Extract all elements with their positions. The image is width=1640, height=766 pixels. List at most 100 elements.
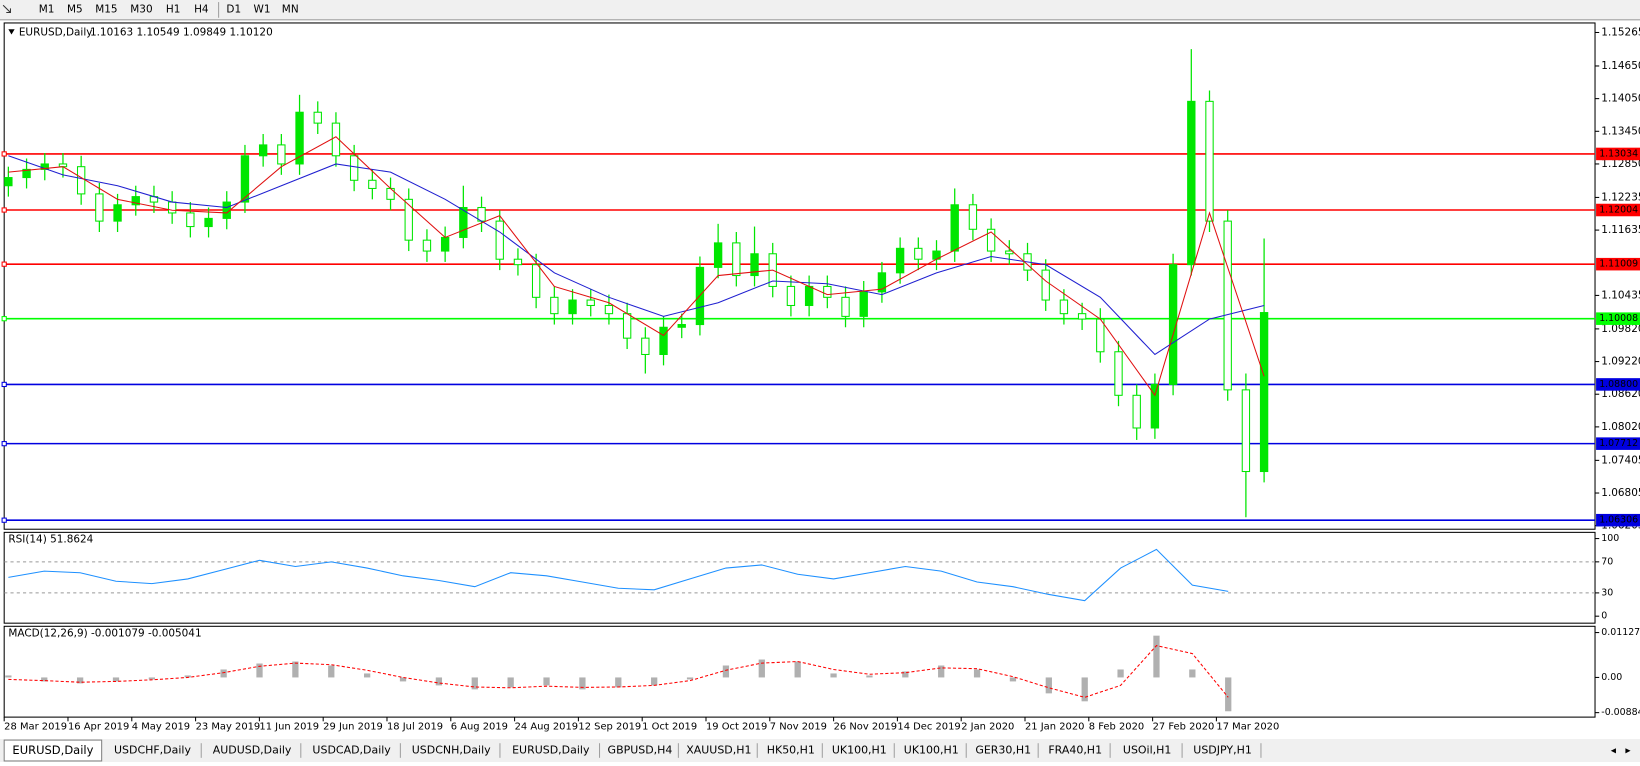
y-tick-label: 1.10435 [1601,289,1640,301]
tab[interactable]: EURUSD,Daily [512,744,590,757]
candle-body [968,204,978,230]
tab[interactable]: XAUUSD,H1 [686,744,751,757]
date-label: 24 Aug 2019 [515,722,579,733]
tab[interactable]: UK100,H1 [904,744,959,757]
candle-body [440,236,450,252]
candle-body [349,155,359,181]
date-label: 18 Jul 2019 [387,722,443,733]
level-label-bg [1596,147,1640,161]
date-label: 6 Aug 2019 [451,722,508,733]
date-label: 4 May 2019 [132,722,190,733]
timeframe-button[interactable]: M30 [130,3,152,15]
date-label: 17 Mar 2020 [1216,722,1279,733]
macd-bar [148,677,156,680]
macd-bar [543,677,550,686]
macd-bar [1117,669,1124,678]
y-tick-label: 1.08020 [1601,421,1640,433]
macd-bar [794,661,801,678]
date-label: 2 Jan 2020 [961,722,1014,733]
tab[interactable]: EURUSD,Daily [12,743,93,757]
candle-body [313,111,322,124]
candle-body [914,247,923,260]
candle-body [1114,351,1123,396]
timeframe-button[interactable]: D1 [226,3,241,15]
date-label: 1 Oct 2019 [642,722,697,733]
macd-bar [112,677,120,682]
date-label: 11 Jun 2019 [259,722,319,733]
tab[interactable]: USDCHF,Daily [114,744,191,757]
tab[interactable]: FRA40,H1 [1048,744,1102,757]
macd-bar [471,677,478,690]
candle-body [586,299,595,307]
level-label: 1.13034 [1599,148,1638,159]
candle-body [295,111,304,165]
date-label: 12 Sep 2019 [578,722,641,733]
candle-body [841,296,850,317]
level-label: 1.11009 [1599,259,1638,270]
tab-scroll-right[interactable]: ▸ [1625,745,1631,757]
candle-body [368,179,377,189]
candle-body [113,204,122,222]
toolbar [0,0,1640,20]
timeframe-button[interactable]: M15 [95,3,117,15]
main-panel [3,22,1596,530]
tab[interactable]: USOil,H1 [1123,744,1171,757]
macd-bar [615,677,622,688]
level-label-bg [1596,203,1640,217]
candle-body [1150,383,1160,429]
tab[interactable]: GER30,H1 [975,744,1031,757]
candle-body [1241,389,1251,473]
candle-body [750,253,759,277]
macd-bar [399,677,407,682]
candle-body [950,204,959,252]
macd-bar [686,677,694,680]
macd-bar [41,677,48,682]
tab[interactable]: USDCAD,Daily [312,744,391,757]
candle-body [495,220,504,260]
y-tick-label: 1.12850 [1601,158,1640,170]
dropdown-arrow[interactable] [8,29,15,35]
level-label: 1.07712 [1599,438,1638,449]
rsi-title: RSI(14) 51.8624 [8,534,93,546]
candle-body [786,285,796,307]
level-marker [1,316,7,322]
date-label: 21 Jan 2020 [1025,722,1084,733]
tab[interactable]: USDCNH,Daily [412,744,491,757]
timeframe-button[interactable]: MN [282,3,299,15]
candle-body [186,212,195,228]
macd-bar [579,677,586,690]
candle-body [986,228,996,252]
timeframe-button[interactable]: W1 [254,3,271,15]
timeframe-button[interactable]: H4 [194,3,209,15]
macd-bar [722,665,730,678]
tab[interactable]: UK100,H1 [832,744,887,757]
timeframe-button[interactable]: M1 [39,3,55,15]
level-label: 1.10008 [1599,313,1638,324]
tab[interactable]: USDJPY,H1 [1193,744,1252,757]
candle-body [131,196,140,206]
date-label: 16 Apr 2019 [68,722,129,733]
candle-body [1077,313,1087,320]
candle-body [22,168,31,179]
candle-body [76,166,86,195]
candle-body [4,177,13,187]
macd-bar [507,677,514,688]
tab[interactable]: HK50,H1 [767,744,815,757]
tab[interactable]: GBPUSD,H4 [608,744,673,757]
cursor-icon[interactable] [2,4,11,14]
timeframe-button[interactable]: M5 [67,3,83,15]
candle-body [550,296,559,315]
level-marker [1,441,7,447]
tab-scroll-left[interactable]: ◂ [1611,745,1617,757]
macd-bar [1045,677,1052,694]
level-label: 1.08800 [1599,379,1638,390]
candle-body [677,324,686,328]
level-label-bg [1596,437,1640,450]
candle-body [422,239,432,252]
candle-body [258,144,268,157]
rsi-tick-label: 0 [1601,611,1607,622]
timeframe-button[interactable]: H1 [166,3,181,15]
candle-body [204,217,213,228]
tab[interactable]: AUDUSD,Daily [213,744,292,757]
